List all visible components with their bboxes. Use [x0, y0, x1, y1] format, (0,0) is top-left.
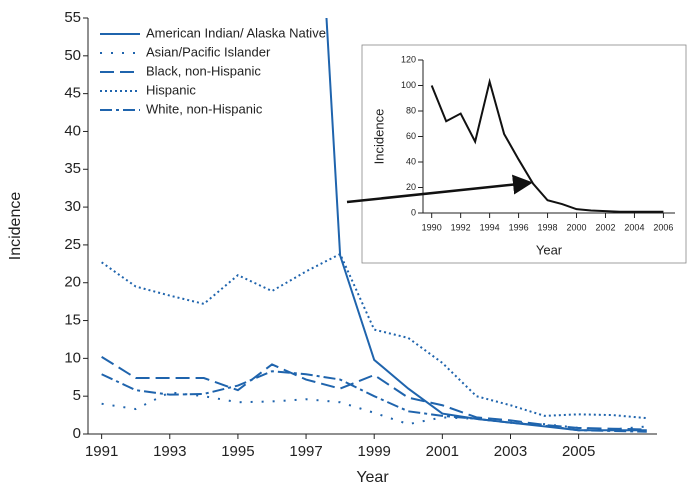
y-tick-label: 50: [64, 47, 81, 64]
y-tick-label: 60: [406, 131, 416, 141]
x-tick-label: 1991: [85, 443, 118, 460]
line-series: [101, 252, 647, 420]
x-tick-label: 2001: [426, 443, 459, 460]
y-tick-label: 35: [64, 160, 81, 177]
x-tick-label: 2002: [595, 222, 615, 232]
y-tick-label: 80: [406, 105, 416, 115]
line-series: [101, 356, 647, 431]
x-tick-label: 1990: [422, 222, 442, 232]
legend-label: White, non-Hispanic: [146, 101, 263, 116]
y-tick-label: 25: [64, 236, 81, 253]
inset-chart: 0 20 40 60 80 100 120 1990 1992 1994 1996 1998 2000 2…: [371, 54, 675, 257]
y-tick-label: 0: [411, 207, 416, 217]
line-series: [101, 370, 647, 433]
y-tick-label: 20: [64, 274, 81, 291]
x-tick-label: 1998: [538, 222, 558, 232]
y-tick-label: 30: [64, 198, 81, 215]
legend-label: Asian/Pacific Islander: [146, 44, 271, 59]
y-tick-label: 0: [73, 425, 81, 442]
y-tick-label: 40: [406, 156, 416, 166]
x-tick-label: 1993: [153, 443, 186, 460]
line-series: [101, 391, 647, 431]
x-tick-label: 2004: [624, 222, 644, 232]
y-tick-label: 55: [64, 9, 81, 26]
x-tick-label: 2006: [653, 222, 673, 232]
y-tick-label: 15: [64, 312, 81, 329]
x-tick-label: 2000: [567, 222, 587, 232]
line-series: [430, 77, 664, 213]
x-axis-label: Year: [536, 242, 563, 257]
legend-label: Black, non-Hispanic: [146, 63, 261, 78]
y-axis-label: Incidence: [371, 109, 386, 165]
y-axis-label: Incidence: [7, 192, 24, 261]
x-tick-label: 1999: [358, 443, 391, 460]
x-axis-label: Year: [356, 469, 389, 486]
main-chart: 0 5 10 15 20 25 30 35 40 45 50 55 1991 1993 1995 1997 19…: [7, 9, 657, 486]
x-tick-label: 2005: [562, 443, 595, 460]
x-tick-label: 1992: [451, 222, 471, 232]
y-tick-label: 45: [64, 85, 81, 102]
arrow: [346, 174, 533, 204]
y-tick-label: 5: [73, 387, 81, 404]
y-tick-label: 100: [401, 80, 416, 90]
y-tick-label: 120: [401, 54, 416, 64]
inset-panel: [361, 44, 687, 264]
legend-label: American Indian/ Alaska Native: [146, 25, 326, 40]
y-tick-label: 40: [64, 122, 81, 139]
legend-label: Hispanic: [146, 82, 196, 97]
y-tick-label: 20: [406, 182, 416, 192]
line-series: [325, 18, 647, 432]
x-tick-label: 2003: [494, 443, 527, 460]
x-tick-label: 1996: [509, 222, 529, 232]
x-tick-label: 1997: [289, 443, 322, 460]
x-tick-label: 1995: [221, 443, 254, 460]
y-tick-label: 10: [64, 349, 81, 366]
x-tick-label: 1994: [480, 222, 500, 232]
